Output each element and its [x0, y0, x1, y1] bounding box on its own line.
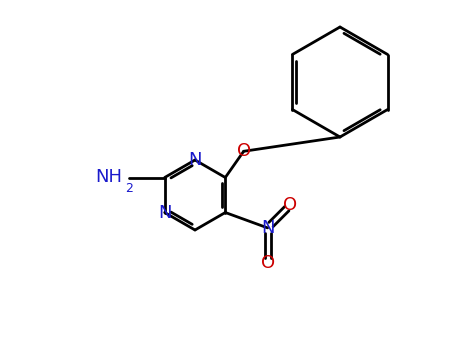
Text: N: N [158, 203, 172, 222]
Text: O: O [283, 196, 297, 214]
Text: NH: NH [96, 168, 123, 186]
Text: O: O [237, 142, 251, 160]
Text: O: O [261, 254, 275, 272]
Text: N: N [261, 219, 274, 237]
Text: 2: 2 [125, 182, 132, 195]
Text: N: N [188, 151, 202, 169]
